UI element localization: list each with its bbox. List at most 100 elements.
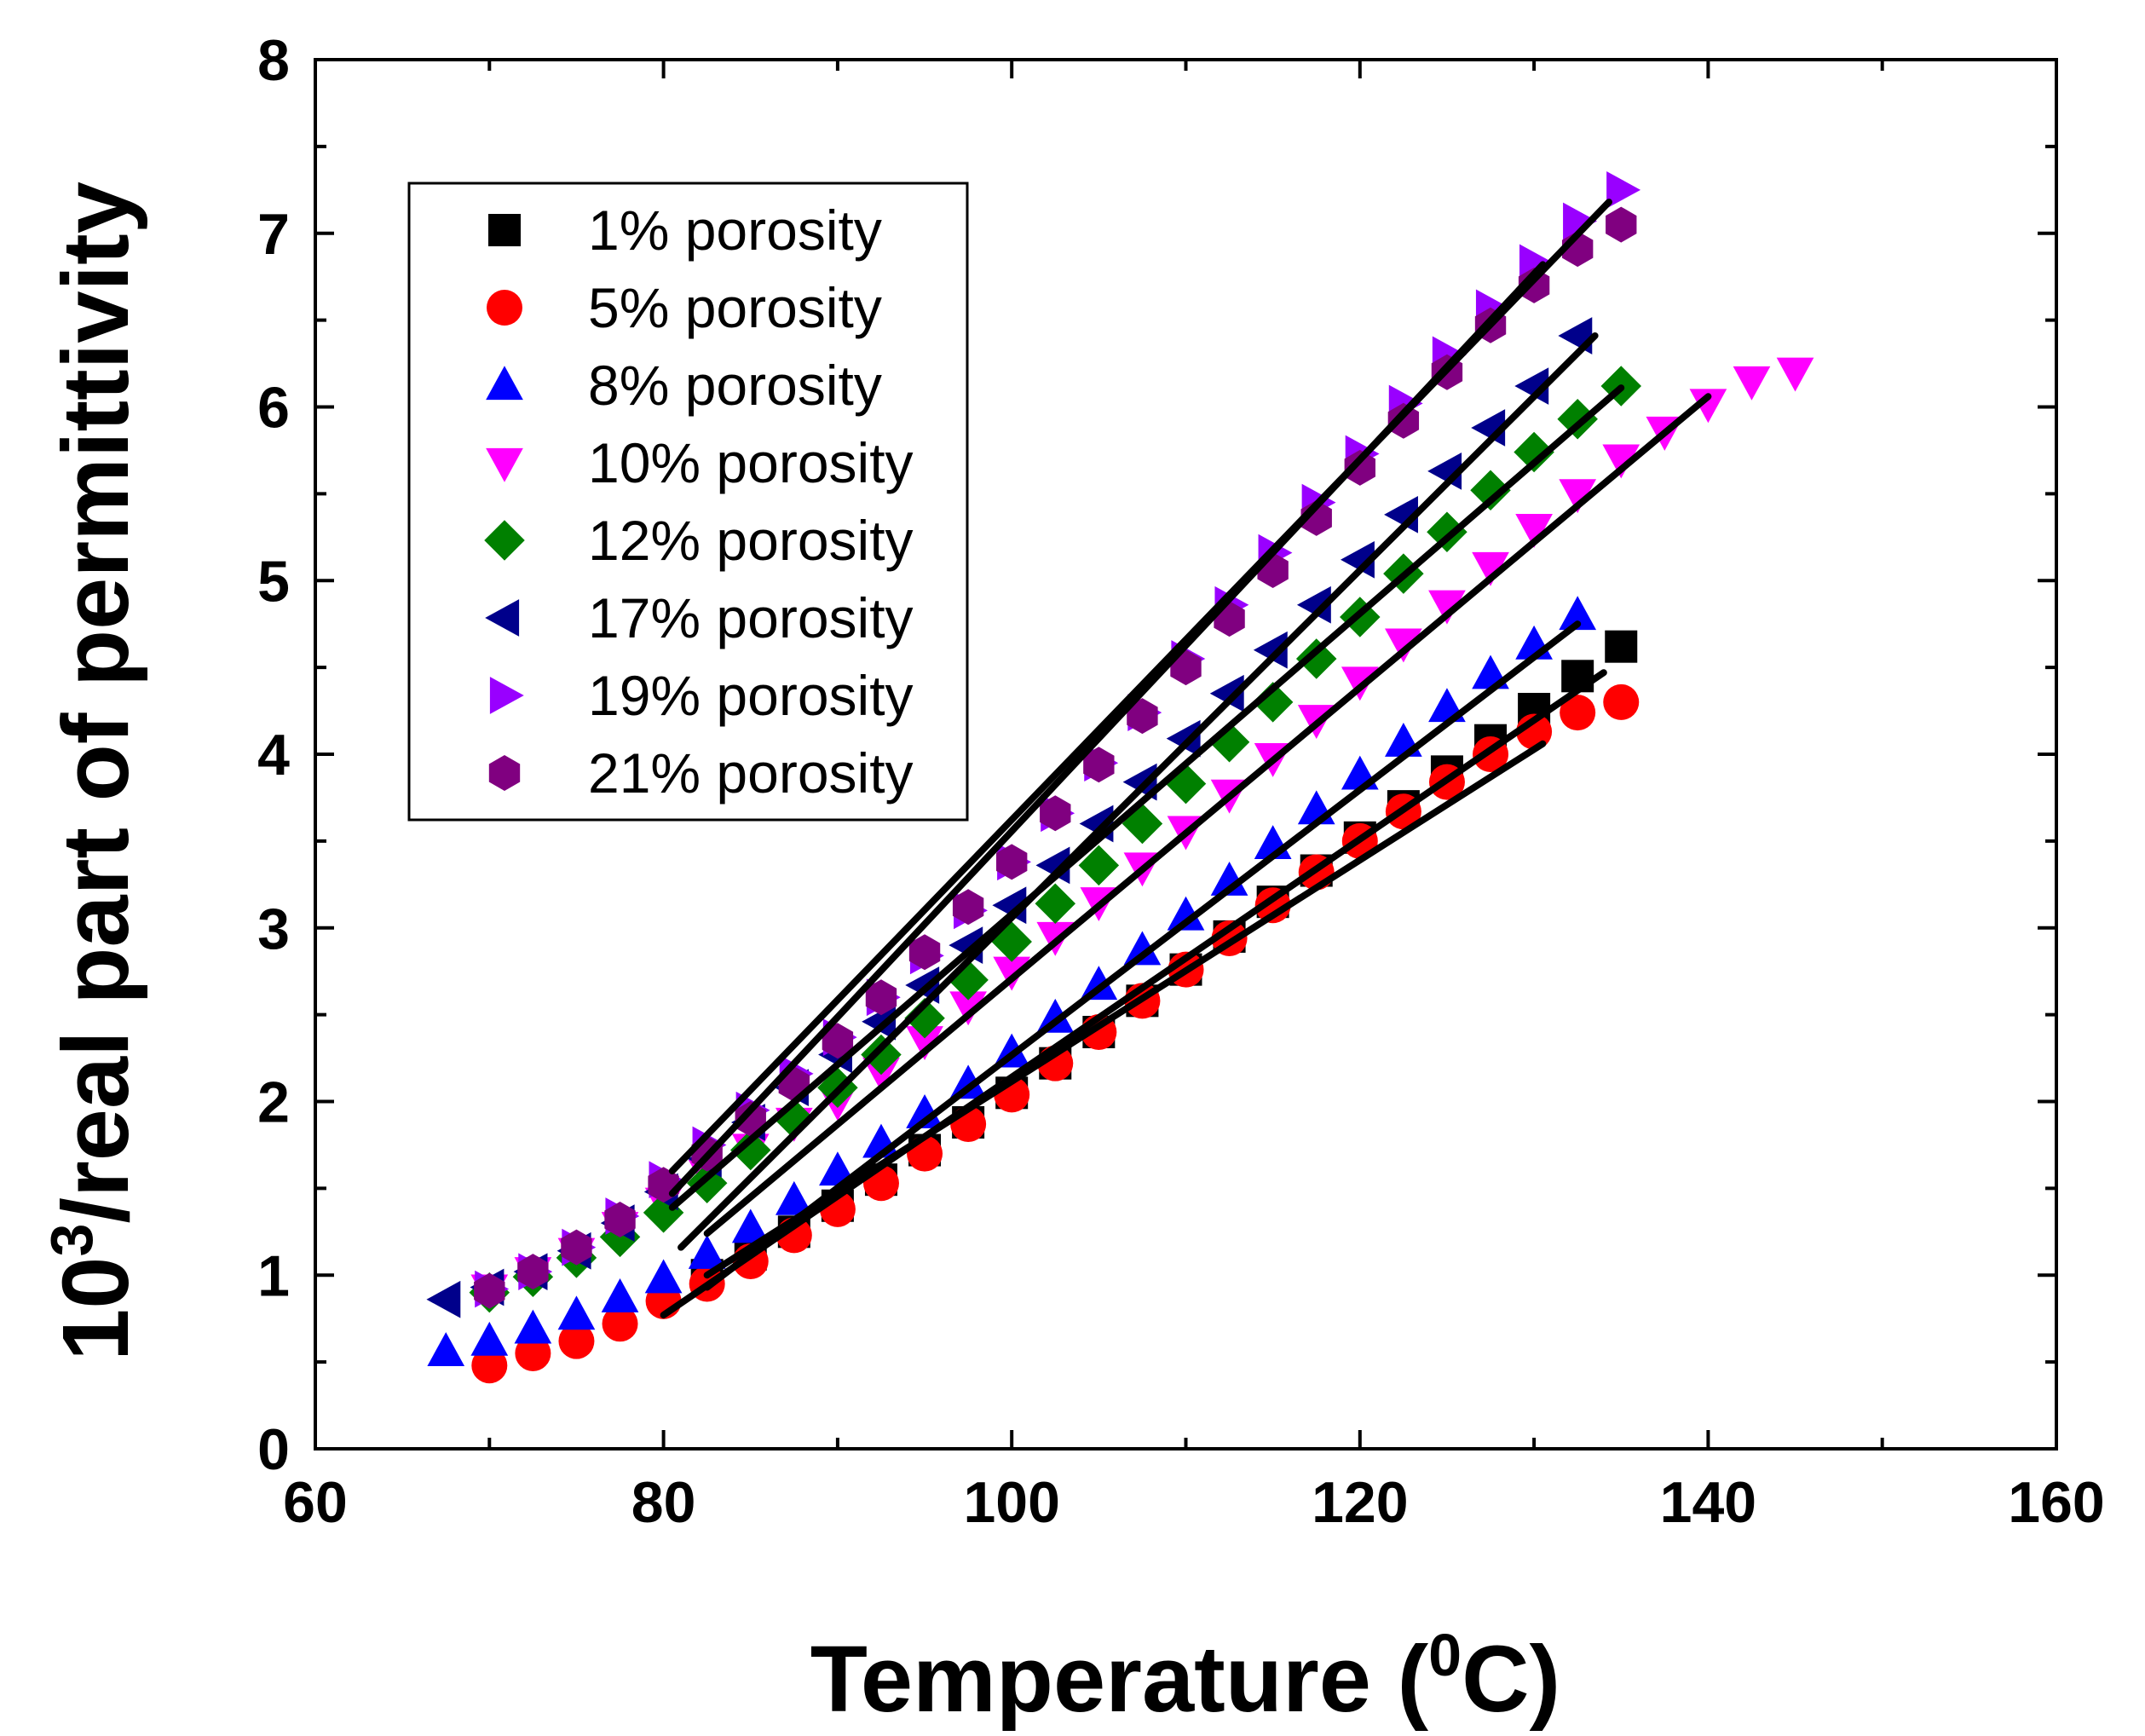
data-point xyxy=(1252,682,1294,723)
x-axis-title-superscript: 0 xyxy=(1428,1622,1462,1688)
y-axis-title: 103/real part of permittivity xyxy=(38,182,148,1361)
data-point xyxy=(1514,367,1549,405)
x-tick-label: 120 xyxy=(1312,1470,1408,1535)
legend-marker xyxy=(485,599,520,637)
data-point xyxy=(1427,511,1467,552)
legend-label: 5% porosity xyxy=(588,276,882,339)
data-point xyxy=(1428,590,1466,625)
data-point xyxy=(1123,931,1162,966)
data-point xyxy=(471,1347,508,1384)
data-point xyxy=(1210,861,1248,896)
data-point xyxy=(604,1202,636,1238)
data-point xyxy=(427,1332,465,1366)
data-point xyxy=(1035,883,1076,924)
data-point xyxy=(1563,202,1597,240)
data-point xyxy=(949,1064,987,1099)
x-tick-label: 60 xyxy=(283,1470,348,1535)
legend-box xyxy=(407,182,969,822)
legend-marker xyxy=(489,677,524,714)
data-point xyxy=(735,1100,766,1137)
x-tick-labels: 60 80 100 120 140 160 xyxy=(283,1470,2105,1535)
data-point xyxy=(1470,470,1511,511)
y-tick-label: 6 xyxy=(257,376,290,441)
data-point xyxy=(558,1323,595,1359)
data-point xyxy=(1127,698,1158,735)
data-point xyxy=(1559,479,1597,514)
data-point xyxy=(1689,389,1727,424)
data-point xyxy=(1606,170,1641,209)
data-point xyxy=(1733,366,1771,401)
legend-marker xyxy=(486,447,523,482)
data-point xyxy=(602,1306,638,1342)
data-point xyxy=(470,1321,509,1356)
data-point xyxy=(474,1272,505,1309)
data-point xyxy=(557,1295,596,1330)
data-point xyxy=(730,1129,771,1171)
data-point xyxy=(517,1254,549,1290)
legend-marker xyxy=(486,366,523,401)
data-point xyxy=(1296,585,1331,624)
data-point xyxy=(1559,596,1597,631)
legend-item-8pct-porosity: 8% porosity xyxy=(486,354,882,417)
y-axis-title-superscript: 3 xyxy=(38,1224,105,1257)
fit-21pct-porosity-line xyxy=(668,261,1547,1197)
data-point xyxy=(601,1277,639,1312)
data-point xyxy=(515,1335,551,1371)
legend-item-1pct-porosity: 1% porosity xyxy=(488,199,882,262)
y-tick-label: 4 xyxy=(257,723,290,787)
legend-label: 12% porosity xyxy=(588,509,914,572)
fit-8pct-porosity-line xyxy=(703,620,1582,1291)
legend-item-5pct-porosity: 5% porosity xyxy=(487,276,882,339)
data-point xyxy=(688,1235,726,1269)
data-point xyxy=(644,1259,683,1294)
data-point xyxy=(949,991,987,1026)
data-point xyxy=(1776,357,1814,392)
fit-17pct-porosity-line xyxy=(678,332,1599,1251)
axis-ticks xyxy=(314,58,2058,1451)
data-point xyxy=(1209,674,1244,712)
fit-5pct-porosity-line xyxy=(660,669,1607,1319)
data-point xyxy=(1518,267,1550,303)
y-tick-label: 5 xyxy=(257,549,290,614)
data-point xyxy=(1341,540,1375,579)
legend-item-12pct-porosity: 12% porosity xyxy=(484,509,914,572)
data-point xyxy=(1122,763,1157,801)
data-point xyxy=(1083,747,1115,783)
legend-marker xyxy=(487,290,522,326)
legend-marker xyxy=(488,214,521,246)
y-tick-label: 0 xyxy=(257,1417,290,1482)
legend-label: 17% porosity xyxy=(588,586,914,649)
data-point xyxy=(1606,206,1637,243)
x-tick-label: 80 xyxy=(631,1470,696,1535)
x-tick-label: 160 xyxy=(2008,1470,2104,1535)
legend-items: 1% porosity 5% porosity 8% porosity 10% por… xyxy=(484,199,914,805)
y-tick-label: 8 xyxy=(257,28,290,93)
x-tick-label: 100 xyxy=(963,1470,1059,1535)
legend-label: 1% porosity xyxy=(588,199,882,262)
data-point xyxy=(1167,896,1205,931)
legend-item-21pct-porosity: 21% porosity xyxy=(488,741,914,805)
data-point xyxy=(1078,845,1120,886)
data-point xyxy=(1472,551,1509,586)
fit-12pct-porosity-line xyxy=(668,384,1625,1211)
data-point xyxy=(904,997,945,1039)
legend-label: 10% porosity xyxy=(588,431,914,494)
data-point xyxy=(1602,444,1640,479)
legend-marker xyxy=(484,520,525,561)
y-tick-labels: 0 1 2 3 4 5 6 7 8 xyxy=(257,28,290,1482)
data-point xyxy=(1514,431,1554,473)
data-point xyxy=(952,889,984,926)
data-point xyxy=(1385,628,1422,663)
y-tick-label: 2 xyxy=(257,1070,290,1135)
data-point xyxy=(1036,998,1075,1033)
y-tick-label: 1 xyxy=(257,1243,290,1308)
data-point xyxy=(861,1034,902,1076)
y-tick-label: 7 xyxy=(257,202,290,267)
data-point xyxy=(1166,719,1201,758)
data-point xyxy=(426,1280,461,1318)
data-point xyxy=(1080,966,1118,1001)
data-point xyxy=(1295,638,1337,679)
legend: 1% porosity 5% porosity 8% porosity 10% por… xyxy=(407,182,969,822)
